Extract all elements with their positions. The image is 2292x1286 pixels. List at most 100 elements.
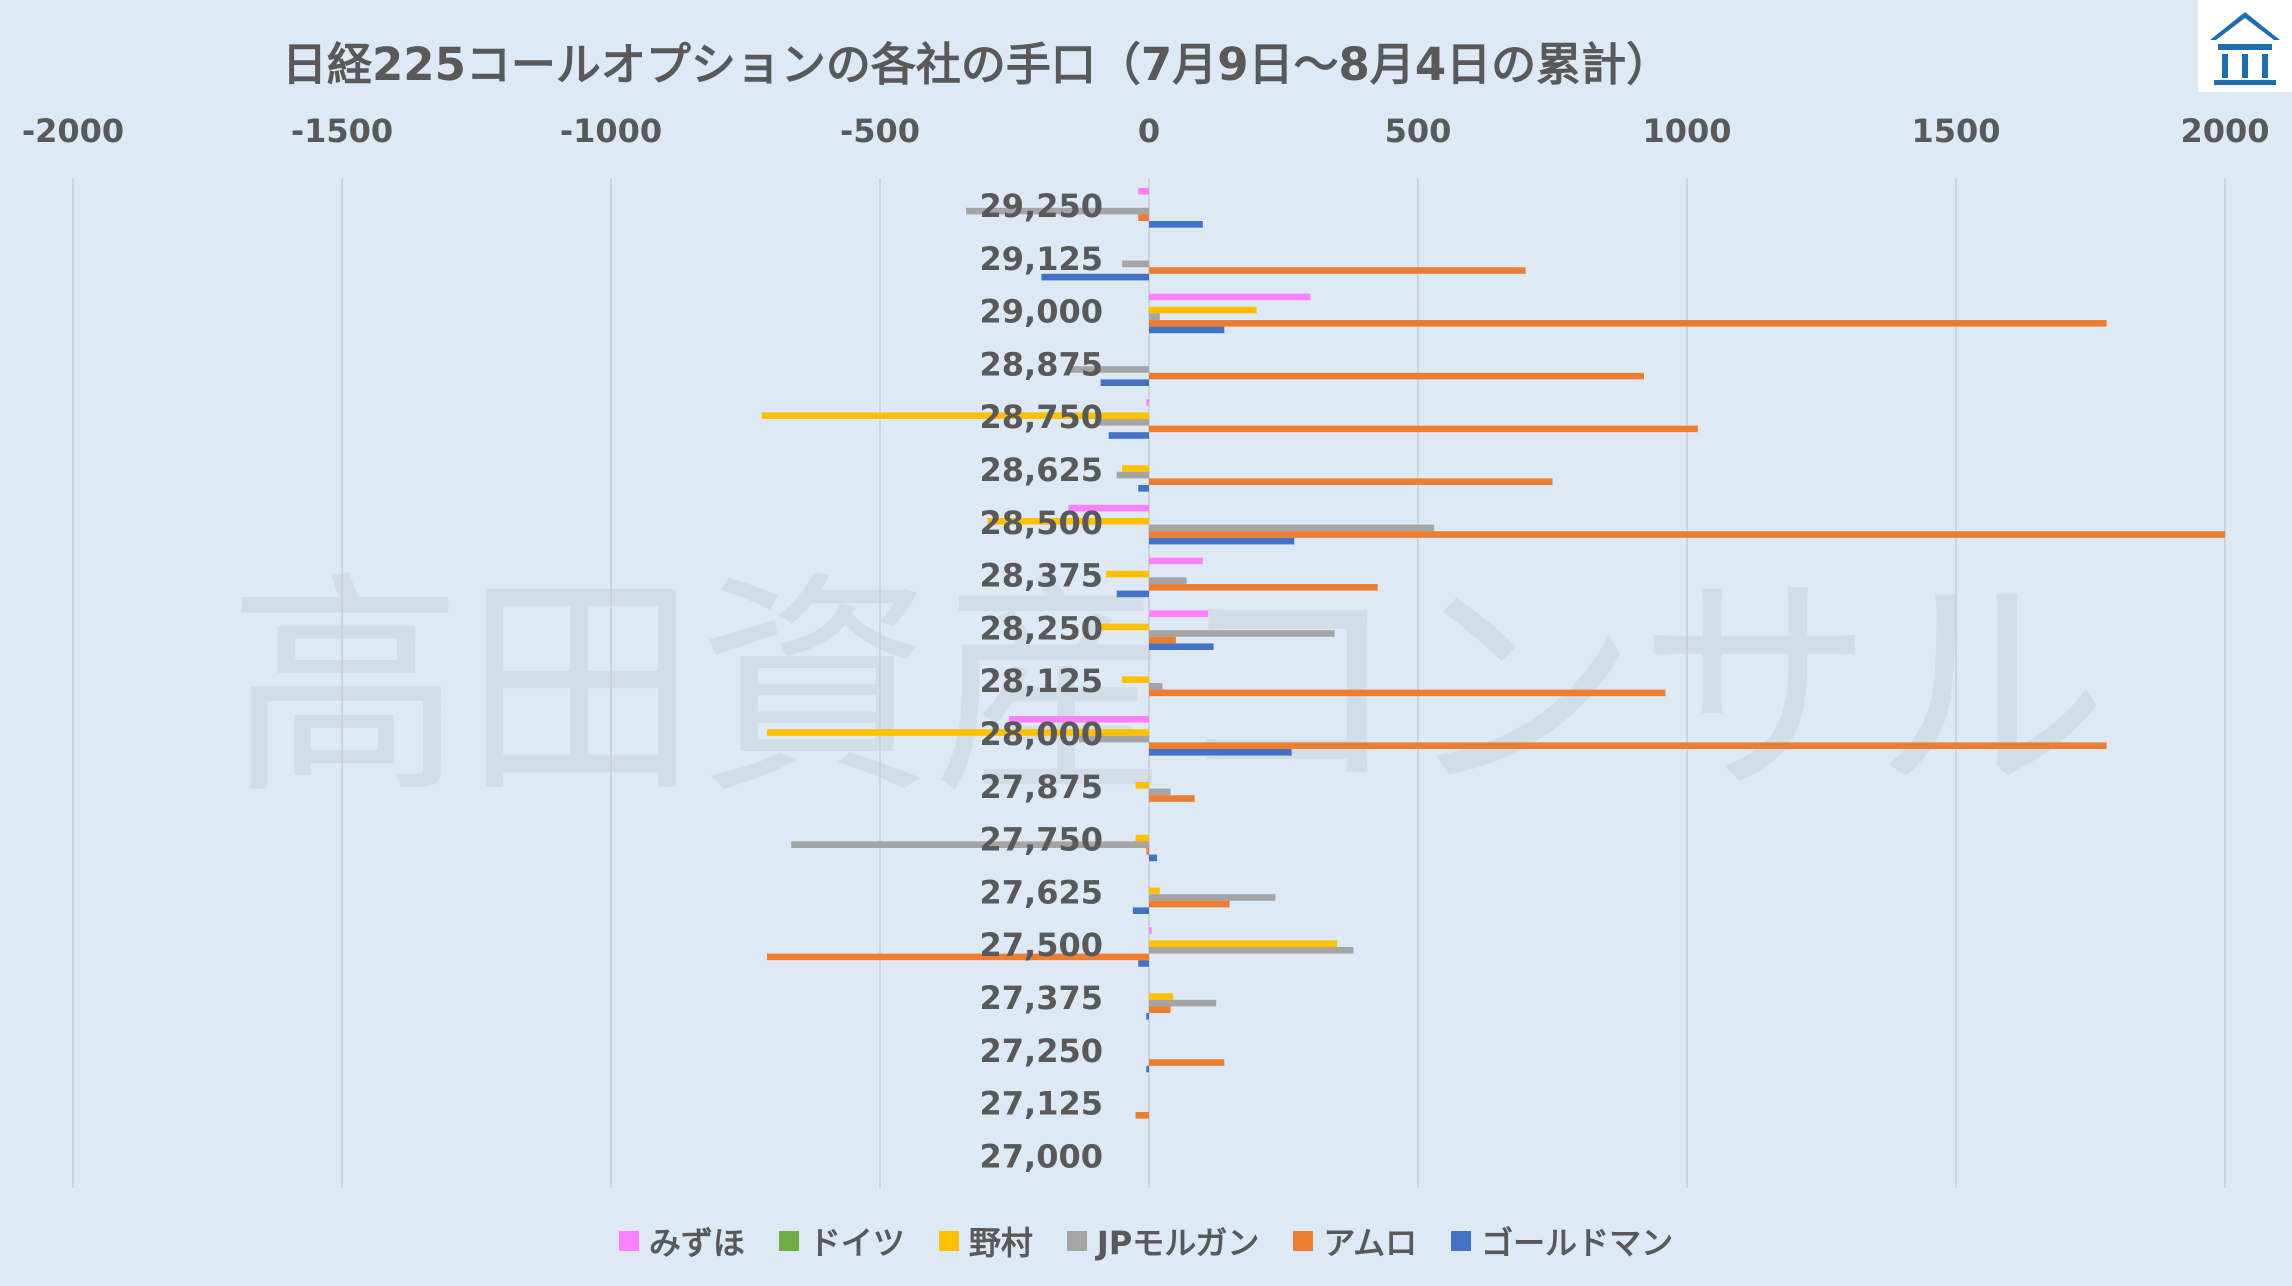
- x-tick-label: 2000: [2180, 112, 2269, 150]
- bar: [1149, 854, 1158, 862]
- bar: [1041, 273, 1149, 281]
- category-label: 27,625: [980, 873, 1103, 911]
- bar: [1149, 993, 1174, 1000]
- bar: [1149, 643, 1214, 650]
- legend-label: ドイツ: [808, 1224, 905, 1262]
- bar: [1149, 636, 1176, 644]
- bar: [1100, 623, 1149, 631]
- category-label: 27,000: [980, 1137, 1103, 1175]
- category-label: 27,500: [980, 926, 1103, 964]
- bar: [1149, 940, 1338, 947]
- x-tick-label: 0: [1138, 112, 1160, 150]
- legend-swatch: [778, 1231, 799, 1251]
- category-label: 28,875: [980, 345, 1103, 383]
- bar: [1149, 1006, 1171, 1013]
- legend-item: JPモルガン: [1066, 1218, 1259, 1264]
- legend-item: ドイツ: [778, 1218, 905, 1264]
- x-tick-label: 1500: [1911, 112, 2000, 150]
- bar: [1009, 716, 1149, 723]
- x-tick-label: -2000: [22, 112, 124, 150]
- x-tick-label: 1000: [1642, 112, 1731, 150]
- bar: [1149, 894, 1276, 901]
- bar: [1138, 960, 1149, 967]
- bar: [1108, 432, 1149, 439]
- category-label: 27,375: [980, 979, 1103, 1017]
- bar: [1149, 306, 1257, 314]
- bar: [1138, 214, 1149, 221]
- bar: [1149, 524, 1435, 532]
- category-label: 28,250: [980, 609, 1103, 647]
- category-label: 27,875: [980, 768, 1103, 806]
- bar: [1149, 927, 1152, 934]
- x-tick-label: 500: [1385, 112, 1452, 150]
- bar: [1149, 557, 1203, 565]
- legend-swatch: [938, 1231, 959, 1251]
- bar: [791, 841, 1149, 848]
- bar: [767, 953, 1149, 961]
- category-label: 27,250: [980, 1032, 1103, 1070]
- bar: [1132, 907, 1149, 914]
- bar: [1149, 584, 1378, 591]
- category-label: 28,750: [980, 398, 1103, 436]
- bar: [1149, 689, 1666, 697]
- bar: [1146, 848, 1149, 855]
- bar: [966, 207, 1149, 215]
- bar: [1149, 610, 1209, 617]
- category-label: 29,250: [980, 187, 1103, 225]
- category-label: 29,000: [980, 293, 1103, 331]
- bar: [987, 518, 1149, 525]
- bar: [761, 412, 1149, 419]
- bar: [1149, 293, 1311, 301]
- bar: [1138, 485, 1149, 492]
- bar: [1122, 260, 1149, 268]
- category-label: 29,125: [980, 240, 1103, 278]
- bar: [1122, 676, 1149, 683]
- category-label: 28,125: [980, 662, 1103, 700]
- bar: [1149, 749, 1292, 756]
- bar: [767, 729, 1149, 736]
- bar: [1149, 372, 1644, 380]
- x-tick-label: -1000: [560, 112, 662, 150]
- chart-title: 日経225コールオプションの各社の手口（7月9日～8月4日の累計）: [282, 38, 1672, 91]
- bar: [1149, 531, 2225, 538]
- category-label: 28,500: [980, 504, 1103, 542]
- legend-swatch: [1293, 1231, 1314, 1251]
- bar: [1146, 1065, 1149, 1073]
- legend-item: 野村: [938, 1218, 1033, 1264]
- legend-swatch: [618, 1231, 639, 1251]
- bar: [1149, 313, 1160, 320]
- x-tick-label: -1500: [291, 112, 393, 150]
- bar: [1116, 471, 1149, 479]
- category-label: 28,000: [980, 715, 1103, 753]
- bar: [1149, 577, 1187, 584]
- category-label: 28,375: [980, 557, 1103, 595]
- bar: [1149, 1059, 1225, 1066]
- bar: [1149, 887, 1160, 895]
- bar: [1135, 834, 1149, 842]
- bar: [1100, 379, 1149, 386]
- watermark: 高田資産コンサル: [228, 553, 2108, 826]
- bar: [1149, 795, 1195, 802]
- bar: [1149, 742, 2107, 749]
- bar: [1149, 221, 1203, 228]
- bar: [1149, 999, 1217, 1007]
- legend-label: アムロ: [1323, 1224, 1418, 1262]
- legend-item: ゴールドマン: [1451, 1218, 1673, 1264]
- bar: [1149, 537, 1295, 545]
- legend-label: 野村: [968, 1224, 1033, 1262]
- bar: [1149, 425, 1698, 433]
- bar: [1135, 782, 1149, 789]
- bar: [1149, 788, 1171, 796]
- legend-item: アムロ: [1293, 1218, 1417, 1264]
- bar: [1149, 326, 1225, 334]
- category-label: 27,125: [980, 1085, 1103, 1123]
- bar: [1146, 399, 1149, 406]
- legend-swatch: [1066, 1231, 1087, 1251]
- legend-swatch: [1451, 1231, 1472, 1251]
- bar: [1105, 570, 1149, 578]
- bar: [1138, 188, 1149, 195]
- bar: [1149, 478, 1553, 485]
- legend-label: ゴールドマン: [1481, 1224, 1674, 1262]
- legend: みずほ ドイツ 野村 JPモルガン アムロ ゴールドマン: [0, 1218, 2292, 1264]
- bar: [1149, 630, 1335, 637]
